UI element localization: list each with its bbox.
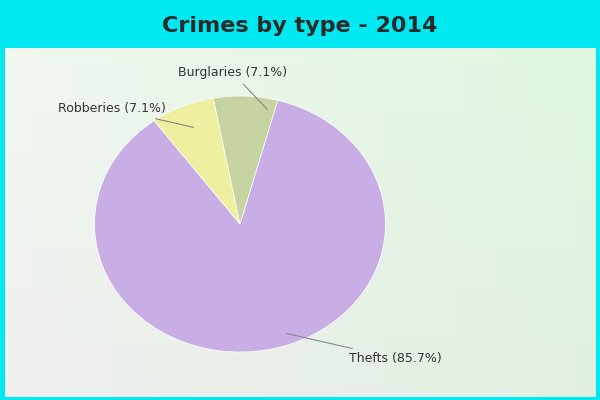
Text: Crimes by type - 2014: Crimes by type - 2014 (163, 16, 437, 36)
Text: Robberies (7.1%): Robberies (7.1%) (58, 102, 194, 127)
Wedge shape (213, 96, 278, 224)
Text: Thefts (85.7%): Thefts (85.7%) (286, 334, 442, 365)
Wedge shape (154, 98, 240, 224)
Text: @City-Data.com: @City-Data.com (482, 76, 577, 89)
Text: Burglaries (7.1%): Burglaries (7.1%) (178, 66, 287, 109)
Wedge shape (95, 100, 385, 352)
